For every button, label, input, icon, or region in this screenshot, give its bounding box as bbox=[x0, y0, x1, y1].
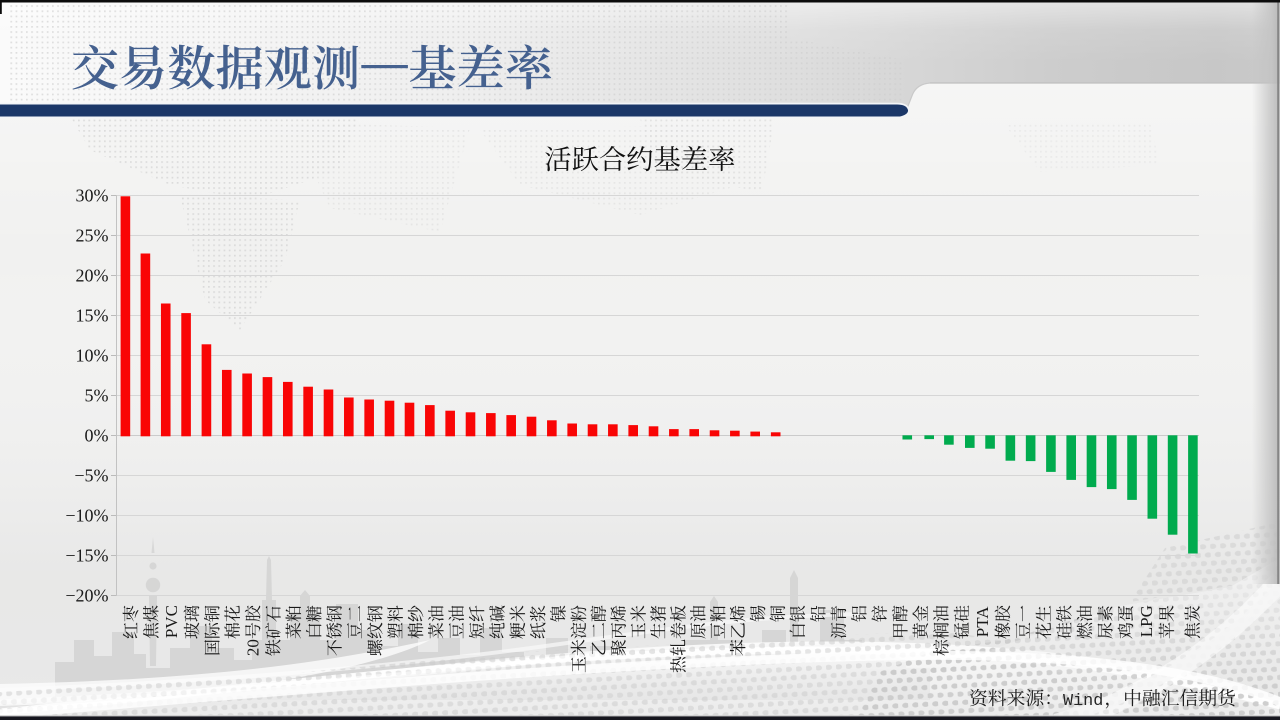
svg-text:20: 20 bbox=[244, 639, 263, 656]
svg-text:LPG: LPG bbox=[1137, 605, 1156, 637]
svg-text:PVC: PVC bbox=[162, 605, 181, 638]
svg-text:0%: 0% bbox=[85, 426, 109, 446]
svg-text:15%: 15% bbox=[76, 306, 109, 326]
svg-text:−20%: −20% bbox=[65, 586, 108, 606]
svg-text:Wind: Wind bbox=[1063, 692, 1103, 711]
svg-text:30%: 30% bbox=[76, 186, 109, 206]
svg-text:10%: 10% bbox=[76, 346, 109, 366]
svg-text:5%: 5% bbox=[85, 386, 109, 406]
svg-text:−10%: −10% bbox=[65, 506, 108, 526]
svg-text:−15%: −15% bbox=[65, 546, 108, 566]
svg-text:20%: 20% bbox=[76, 266, 109, 286]
svg-text:25%: 25% bbox=[76, 226, 109, 246]
svg-text:PTA: PTA bbox=[973, 606, 992, 637]
svg-text:−5%: −5% bbox=[74, 466, 108, 486]
